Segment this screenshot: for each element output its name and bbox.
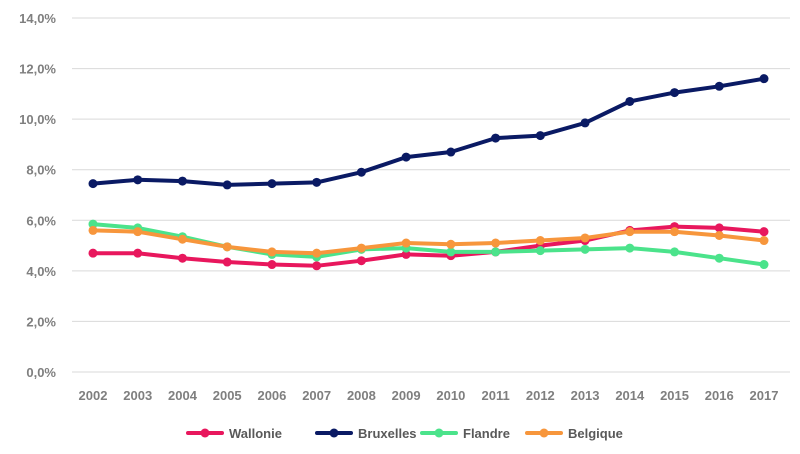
data-point-bruxelles: [535, 131, 545, 141]
data-point-bruxelles: [267, 179, 277, 189]
data-point-bruxelles: [714, 81, 724, 91]
data-point-wallonie: [222, 257, 232, 267]
x-tick-label: 2005: [213, 388, 242, 403]
data-point-wallonie: [177, 253, 187, 263]
data-point-flandre: [535, 246, 545, 256]
x-tick-label: 2014: [615, 388, 645, 403]
data-point-belgique: [446, 239, 456, 249]
data-point-flandre: [446, 247, 456, 257]
legend-item-flandre: Flandre: [420, 426, 510, 441]
data-point-belgique: [222, 242, 232, 252]
data-point-bruxelles: [88, 179, 98, 189]
x-tick-label: 2010: [436, 388, 465, 403]
data-point-belgique: [267, 247, 277, 257]
data-point-belgique: [491, 238, 501, 248]
data-point-bruxelles: [222, 180, 232, 190]
data-point-wallonie: [401, 249, 411, 259]
data-point-flandre: [759, 260, 769, 270]
data-point-wallonie: [88, 248, 98, 258]
series-line-wallonie: [91, 224, 766, 268]
data-point-belgique: [714, 230, 724, 240]
x-tick-label: 2013: [571, 388, 600, 403]
data-point-belgique: [670, 227, 680, 237]
data-point-belgique: [401, 238, 411, 248]
x-tick-label: 2012: [526, 388, 555, 403]
y-tick-label: 10,0%: [19, 112, 56, 127]
x-axis-tick-labels: 2002 2003 2004 2005 2006 2007 2008 2009 2010 2011…: [79, 388, 779, 403]
y-tick-label: 14,0%: [19, 11, 56, 26]
series-lines: [91, 76, 766, 268]
y-tick-label: 0,0%: [26, 365, 56, 380]
legend-label: Belgique: [568, 426, 623, 441]
x-tick-label: 2016: [705, 388, 734, 403]
gridlines: [72, 17, 790, 373]
data-point-belgique: [535, 236, 545, 246]
y-tick-label: 2,0%: [26, 314, 56, 329]
legend-label: Wallonie: [229, 426, 282, 441]
legend-swatch-marker: [200, 428, 210, 438]
data-point-wallonie: [312, 261, 322, 271]
data-point-belgique: [312, 248, 322, 258]
legend-swatch-marker: [434, 428, 444, 438]
series-points: [88, 74, 769, 271]
data-point-wallonie: [133, 248, 143, 258]
data-point-bruxelles: [133, 175, 143, 185]
data-point-bruxelles: [580, 118, 590, 128]
data-point-belgique: [133, 227, 143, 237]
data-point-bruxelles: [670, 88, 680, 98]
legend-item-wallonie: Wallonie: [186, 426, 282, 441]
data-point-bruxelles: [177, 176, 187, 186]
x-tick-label: 2008: [347, 388, 376, 403]
data-point-bruxelles: [312, 177, 322, 187]
data-point-flandre: [625, 243, 635, 253]
data-point-belgique: [625, 227, 635, 237]
data-point-flandre: [580, 244, 590, 254]
y-tick-label: 12,0%: [19, 62, 56, 77]
data-point-bruxelles: [759, 74, 769, 84]
data-point-flandre: [714, 253, 724, 263]
data-point-flandre: [670, 247, 680, 257]
data-point-wallonie: [267, 260, 277, 270]
data-point-bruxelles: [401, 152, 411, 162]
x-tick-label: 2002: [79, 388, 108, 403]
data-point-wallonie: [714, 223, 724, 233]
x-tick-label: 2004: [168, 388, 198, 403]
legend-label: Bruxelles: [358, 426, 417, 441]
data-point-belgique: [177, 234, 187, 244]
series-line-bruxelles: [91, 76, 766, 187]
data-point-belgique: [580, 233, 590, 243]
data-point-flandre: [88, 219, 98, 229]
legend-label: Flandre: [463, 426, 510, 441]
data-point-belgique: [88, 225, 98, 235]
x-tick-label: 2009: [392, 388, 421, 403]
series-line-belgique: [91, 228, 766, 256]
y-tick-label: 6,0%: [26, 213, 56, 228]
x-tick-label: 2006: [257, 388, 286, 403]
data-point-belgique: [759, 236, 769, 246]
y-tick-label: 8,0%: [26, 163, 56, 178]
legend-item-belgique: Belgique: [525, 426, 623, 441]
legend-swatch-marker: [539, 428, 549, 438]
data-point-flandre: [491, 247, 501, 257]
data-point-bruxelles: [491, 133, 501, 143]
x-tick-label: 2015: [660, 388, 689, 403]
legend-swatch-marker: [329, 428, 339, 438]
x-tick-label: 2007: [302, 388, 331, 403]
x-tick-label: 2003: [123, 388, 152, 403]
x-tick-label: 2017: [750, 388, 779, 403]
y-tick-label: 4,0%: [26, 264, 56, 279]
x-tick-label: 2011: [481, 388, 509, 403]
data-point-wallonie: [356, 256, 366, 266]
legend-item-bruxelles: Bruxelles: [315, 426, 417, 441]
data-point-bruxelles: [356, 167, 366, 177]
data-point-belgique: [356, 243, 366, 253]
data-point-bruxelles: [625, 96, 635, 106]
data-point-wallonie: [759, 227, 769, 237]
y-axis-tick-labels: 0,0% 2,0% 4,0% 6,0% 8,0% 10,0% 12,0% 14,0%: [19, 11, 56, 380]
legend: Wallonie Bruxelles Flandre Belgique: [186, 426, 623, 441]
data-point-bruxelles: [446, 147, 456, 157]
